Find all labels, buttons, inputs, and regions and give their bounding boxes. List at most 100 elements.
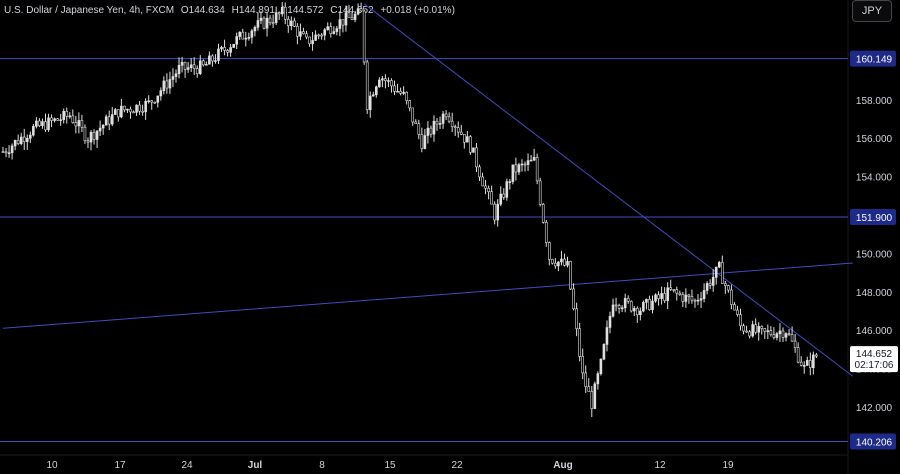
candle-body: [95, 130, 99, 140]
candle-body: [396, 90, 399, 93]
candle-body: [35, 120, 38, 127]
candle-body: [487, 187, 490, 193]
candle-body: [290, 20, 293, 26]
candle-body: [402, 91, 405, 94]
x-tick-label: 15: [384, 460, 396, 471]
candle-body: [617, 305, 621, 309]
candle-body: [435, 120, 439, 125]
candle-body: [19, 136, 23, 145]
candle-body: [578, 328, 581, 357]
candle-body: [781, 330, 785, 338]
y-tick-label: 150.000: [856, 249, 893, 260]
candle-body: [220, 47, 223, 50]
trendline[interactable]: [363, 3, 854, 377]
y-tick-label: 148.000: [856, 288, 893, 299]
candle-body: [523, 163, 527, 166]
candle-body: [733, 304, 736, 311]
candle-body: [150, 100, 154, 103]
candle-body: [329, 26, 333, 34]
ohlc-change: +0.018 (+0.01%): [380, 5, 455, 16]
candle-body: [62, 111, 66, 121]
x-tick-label: Aug: [553, 460, 572, 471]
candle-body: [453, 126, 457, 128]
candle-body: [217, 48, 220, 61]
candle-body: [107, 116, 111, 125]
candle-body: [202, 60, 205, 66]
candle-body: [742, 325, 745, 332]
candle-body: [569, 261, 572, 290]
candle-body: [645, 298, 648, 303]
candle-body: [420, 134, 424, 149]
x-tick-label: 8: [319, 460, 325, 471]
candle-body: [736, 309, 739, 315]
candle-body: [660, 293, 663, 299]
candle-body: [572, 288, 575, 310]
candle-body: [4, 151, 8, 154]
candle-body: [666, 287, 669, 301]
candle-body: [790, 334, 794, 342]
candle-body: [642, 302, 645, 312]
candle-body: [117, 109, 120, 118]
candle-body: [123, 105, 126, 111]
candle-body: [675, 289, 679, 294]
candle-body: [283, 6, 287, 20]
candle-body: [120, 105, 123, 118]
candle-body: [50, 117, 53, 121]
candle-body: [702, 290, 706, 299]
level-price-tag: [850, 433, 896, 450]
candle-body: [432, 120, 436, 135]
candle-body: [253, 27, 257, 32]
candle-body: [535, 157, 539, 182]
candle-body: [760, 326, 764, 329]
candle-body: [192, 64, 196, 69]
candle-body: [812, 354, 815, 369]
candle-body: [411, 107, 415, 123]
candle-body: [505, 181, 509, 198]
currency-button[interactable]: JPY: [852, 0, 892, 22]
candle-body: [89, 132, 93, 143]
candle-body: [648, 298, 651, 311]
trendline[interactable]: [2, 262, 853, 329]
candle-body: [138, 104, 141, 112]
candle-body: [101, 124, 105, 129]
candle-body: [244, 37, 248, 40]
candle-body: [563, 258, 566, 266]
candle-body: [408, 100, 411, 109]
candle-body: [110, 114, 114, 125]
candle-body: [620, 307, 624, 310]
candle-body: [314, 34, 317, 41]
candle-body: [308, 36, 311, 45]
x-tick-label: 17: [114, 460, 126, 471]
candle-body: [475, 147, 478, 168]
candle-body: [38, 120, 41, 127]
candle-body: [508, 181, 512, 183]
candle-body: [195, 68, 199, 74]
y-tick-label: 156.000: [856, 134, 893, 145]
y-tick-label: 142.000: [856, 403, 893, 414]
candle-body: [772, 334, 776, 338]
candle-body: [132, 111, 135, 114]
candle-body: [305, 33, 308, 38]
candle-body: [168, 79, 172, 89]
candle-body: [186, 67, 190, 70]
candle-body: [65, 111, 69, 117]
candle-body: [293, 20, 296, 27]
candle-body: [208, 55, 211, 65]
candle-body: [466, 136, 469, 143]
candle-body: [720, 262, 724, 284]
candle-body: [444, 113, 448, 118]
candle-body: [566, 261, 569, 266]
candle-body: [696, 299, 700, 302]
candle-body: [705, 283, 709, 291]
candle-body: [554, 262, 557, 267]
candle-body: [165, 80, 169, 89]
candle-body: [499, 193, 503, 205]
candle-body: [708, 283, 712, 286]
candle-body: [68, 115, 72, 118]
candle-body: [769, 330, 773, 335]
candle-body: [417, 123, 421, 135]
current-price-label: 144.652: [856, 349, 893, 360]
candle-body: [602, 344, 606, 360]
candle-body: [544, 222, 548, 243]
